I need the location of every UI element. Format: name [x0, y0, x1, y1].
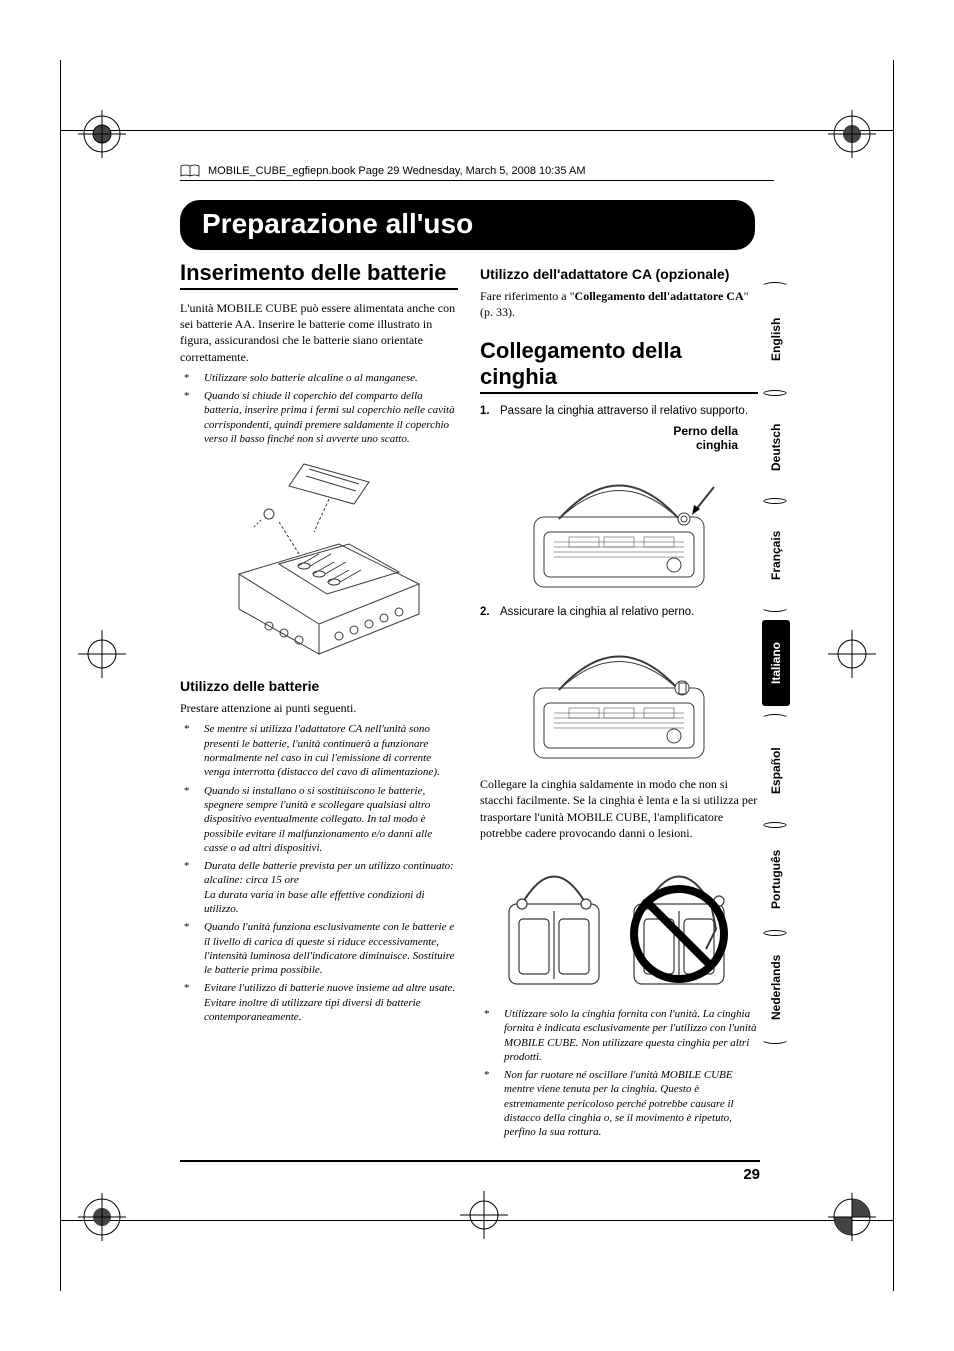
note-item: Utilizzare solo batterie alcaline o al m…	[180, 371, 458, 385]
note-item: Utilizzare solo la cinghia fornita con l…	[480, 1007, 758, 1064]
battery-compartment-figure	[209, 454, 429, 664]
left-column: Inserimento delle batterie L'unità MOBIL…	[180, 260, 458, 1144]
subheading-battery-usage: Utilizzo delle batterie	[180, 678, 458, 694]
note-item: Quando si chiude il coperchio del compar…	[180, 389, 458, 446]
page-header: MOBILE_CUBE_egfiepn.book Page 29 Wednesd…	[180, 164, 774, 181]
note-item: Quando si installano o si sostituiscono …	[180, 784, 458, 855]
text-bold: Collegamento dell'adattatore CA	[575, 289, 744, 303]
subheading-adapter: Utilizzo dell'adattatore CA (opzionale)	[480, 266, 758, 282]
label-line: cinghia	[696, 438, 738, 452]
intro-paragraph: L'unità MOBILE CUBE può essere alimentat…	[180, 300, 458, 365]
strap-figure-1	[504, 457, 734, 597]
crosshair-icon	[460, 1191, 508, 1239]
crop-line	[60, 60, 61, 1291]
crop-line	[893, 60, 894, 1291]
page-number: 29	[180, 1160, 760, 1183]
crop-line	[60, 130, 894, 131]
section-heading-batteries: Inserimento delle batterie	[180, 260, 458, 290]
main-title: Preparazione all'uso	[180, 200, 755, 250]
language-tab-english[interactable]: English	[762, 296, 790, 382]
section-heading-strap: Collegamento della cinghia	[480, 338, 758, 394]
adapter-reference: Fare riferimento a "Collegamento dell'ad…	[480, 288, 758, 320]
figure-label: Perno della cinghia	[480, 424, 738, 453]
text-span: Fare riferimento a "	[480, 289, 575, 303]
strap-prohibition-figure	[494, 849, 744, 999]
page: MOBILE_CUBE_egfiepn.book Page 29 Wednesd…	[0, 0, 954, 1351]
language-tab-deutsch[interactable]: Deutsch	[762, 404, 790, 490]
language-tab-italiano[interactable]: Italiano	[762, 620, 790, 706]
language-tabs: English Deutsch Français Italiano Español Por…	[762, 296, 790, 1052]
language-tab-français[interactable]: Français	[762, 512, 790, 598]
language-tab-español[interactable]: Español	[762, 728, 790, 814]
step-text: Assicurare la cinghia al relativo perno.	[500, 606, 694, 618]
registration-mark-icon	[78, 110, 126, 158]
step-text: Passare la cinghia attraverso il relativ…	[500, 405, 748, 417]
registration-mark-icon	[78, 1193, 126, 1241]
registration-mark-icon	[828, 1193, 876, 1241]
content-area: Preparazione all'uso Inserimento delle b…	[180, 200, 760, 1183]
right-column: Utilizzo dell'adattatore CA (opzionale) …	[480, 260, 758, 1144]
note-item: Se mentre si utilizza l'adattatore CA ne…	[180, 722, 458, 779]
usage-lead: Prestare attenzione ai punti seguenti.	[180, 700, 458, 716]
note-item: Durata delle batterie prevista per un ut…	[180, 859, 458, 916]
header-text: MOBILE_CUBE_egfiepn.book Page 29 Wednesd…	[208, 165, 586, 177]
language-tab-português[interactable]: Português	[762, 836, 790, 922]
note-item: Evitare l'utilizzo di batterie nuove ins…	[180, 981, 458, 1024]
step-1: 1.Passare la cinghia attraverso il relat…	[480, 404, 758, 420]
two-column-layout: Inserimento delle batterie L'unità MOBIL…	[180, 260, 760, 1144]
step-2: 2.Assicurare la cinghia al relativo pern…	[480, 605, 758, 621]
book-icon	[180, 164, 200, 178]
note-item: Non far ruotare né oscillare l'unità MOB…	[480, 1068, 758, 1139]
crosshair-icon	[828, 630, 876, 678]
strap-figure-2	[504, 628, 734, 768]
language-tab-nederlands[interactable]: Nederlands	[762, 944, 790, 1030]
registration-mark-icon	[828, 110, 876, 158]
note-item: Quando l'unità funziona esclusivamente c…	[180, 920, 458, 977]
label-line: Perno della	[673, 424, 738, 438]
strap-warning-para: Collegare la cinghia saldamente in modo …	[480, 776, 758, 841]
crosshair-icon	[78, 630, 126, 678]
